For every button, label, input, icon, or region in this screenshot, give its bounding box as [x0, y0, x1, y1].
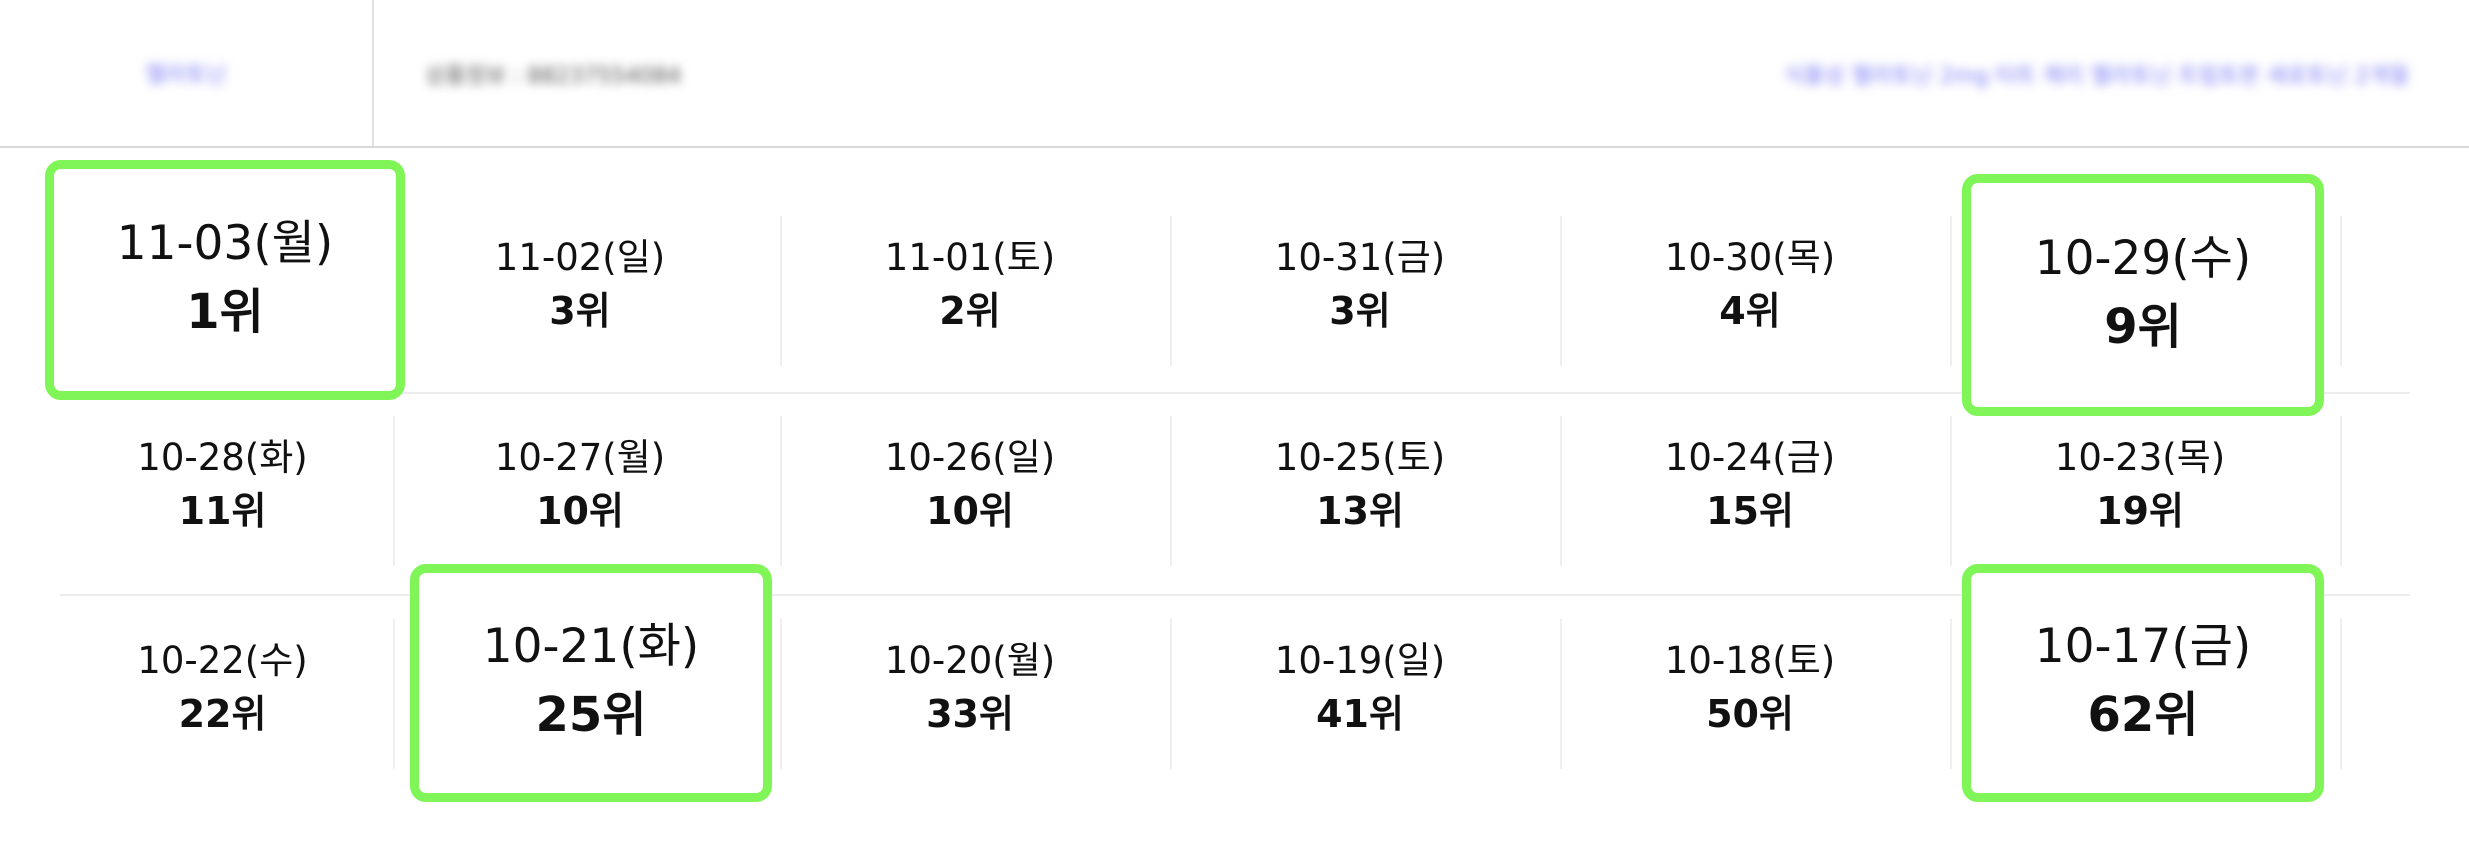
- ranking-value: 2위: [939, 289, 1001, 333]
- ranking-cell: 10-17(금) 62위: [1962, 564, 2324, 802]
- ranking-date: 10-27(월): [494, 436, 666, 479]
- column-divider: [780, 416, 782, 566]
- column-divider: [1560, 216, 1562, 366]
- ranking-value: 3위: [1329, 289, 1391, 333]
- column-divider: [1950, 216, 1952, 366]
- category-link[interactable]: 멜라토닌: [145, 63, 227, 88]
- column-divider: [2340, 216, 2342, 366]
- column-divider: [2340, 416, 2342, 566]
- column-divider: [1950, 416, 1952, 566]
- column-divider: [1170, 619, 1172, 769]
- column-divider: [780, 619, 782, 769]
- ranking-cell: 10-29(수) 9위: [1962, 174, 2324, 416]
- ranking-value: 19위: [2096, 489, 2184, 533]
- ranking-value: 3위: [549, 289, 611, 333]
- ranking-date: 10-18(토): [1664, 639, 1836, 682]
- ranking-cell: 10-22(수) 22위: [30, 589, 415, 789]
- ranking-cell: 10-18(토) 50위: [1555, 589, 1945, 789]
- column-divider: [1170, 416, 1172, 566]
- column-divider: [1560, 416, 1562, 566]
- ranking-date: 10-24(금): [1664, 436, 1836, 479]
- ranking-date: 10-22(수): [137, 639, 308, 682]
- ranking-cell: 10-24(금) 15위: [1555, 386, 1945, 586]
- ranking-date: 10-26(일): [884, 436, 1056, 479]
- ranking-date: 10-23(목): [2054, 436, 2226, 479]
- product-header: 멜라토닌 상품정보 : 88237554084 식물성 멜라토닌 2mg 타트 …: [0, 0, 2469, 148]
- column-divider: [1170, 216, 1172, 366]
- ranking-date: 10-28(화): [137, 436, 308, 479]
- ranking-cell: 10-19(일) 41위: [1165, 589, 1555, 789]
- row-divider: [60, 392, 2410, 394]
- column-divider: [1950, 619, 1952, 769]
- column-divider: [1560, 619, 1562, 769]
- ranking-cell: 10-31(금) 3위: [1165, 186, 1555, 386]
- ranking-value: 22위: [178, 692, 267, 736]
- ranking-cell: 10-21(화) 25위: [410, 564, 772, 802]
- ranking-cell: 10-27(월) 10위: [385, 386, 775, 586]
- column-divider: [393, 619, 395, 769]
- ranking-cell: 11-01(토) 2위: [775, 186, 1165, 386]
- ranking-date: 10-25(토): [1274, 436, 1446, 479]
- ranking-date: 10-17(금): [2034, 619, 2252, 674]
- ranking-value: 15위: [1706, 489, 1794, 533]
- ranking-value: 10위: [926, 489, 1014, 533]
- ranking-cell: 10-30(목) 4위: [1555, 186, 1945, 386]
- ranking-cell: 10-25(토) 13위: [1165, 386, 1555, 586]
- ranking-value: 4위: [1719, 289, 1781, 333]
- product-info: 상품정보 : 88237554084: [425, 64, 682, 89]
- ranking-date: 10-30(목): [1664, 236, 1836, 279]
- ranking-date: 10-20(월): [884, 639, 1056, 682]
- ranking-date: 10-19(일): [1274, 639, 1446, 682]
- ranking-cell: 10-28(화) 11위: [30, 386, 415, 586]
- ranking-value: 41위: [1316, 692, 1404, 736]
- column-divider: [2340, 619, 2342, 769]
- column-divider: [780, 216, 782, 366]
- ranking-date: 11-03(월): [116, 216, 334, 271]
- ranking-value: 50위: [1706, 692, 1794, 736]
- ranking-value: 13위: [1316, 489, 1404, 533]
- ranking-cell: 11-02(일) 3위: [385, 186, 775, 386]
- product-title-link[interactable]: 식물성 멜라토닌 2mg 타트 체리 멜라토닌 트립토판 세로토닌 2개월: [1783, 64, 2409, 89]
- ranking-date: 10-31(금): [1274, 236, 1446, 279]
- column-divider: [393, 416, 395, 566]
- ranking-cell: 11-03(월) 1위: [45, 160, 405, 400]
- ranking-value: 33위: [926, 692, 1014, 736]
- ranking-value: 1위: [186, 284, 264, 340]
- ranking-date: 11-02(일): [494, 236, 666, 279]
- ranking-cell: 10-26(일) 10위: [775, 386, 1165, 586]
- ranking-cell: 10-20(월) 33위: [775, 589, 1165, 789]
- ranking-value: 25위: [535, 687, 647, 743]
- category-cell: 멜라토닌: [0, 0, 374, 146]
- ranking-value: 9위: [2104, 299, 2182, 355]
- ranking-value: 11위: [178, 489, 267, 533]
- row-divider: [60, 594, 2410, 596]
- ranking-date: 10-21(화): [482, 619, 700, 674]
- ranking-date: 10-29(수): [2034, 231, 2252, 286]
- ranking-cell: 10-23(목) 19위: [1945, 386, 2335, 586]
- ranking-value: 62위: [2087, 687, 2199, 743]
- ranking-value: 10위: [536, 489, 624, 533]
- ranking-date: 11-01(토): [884, 236, 1056, 279]
